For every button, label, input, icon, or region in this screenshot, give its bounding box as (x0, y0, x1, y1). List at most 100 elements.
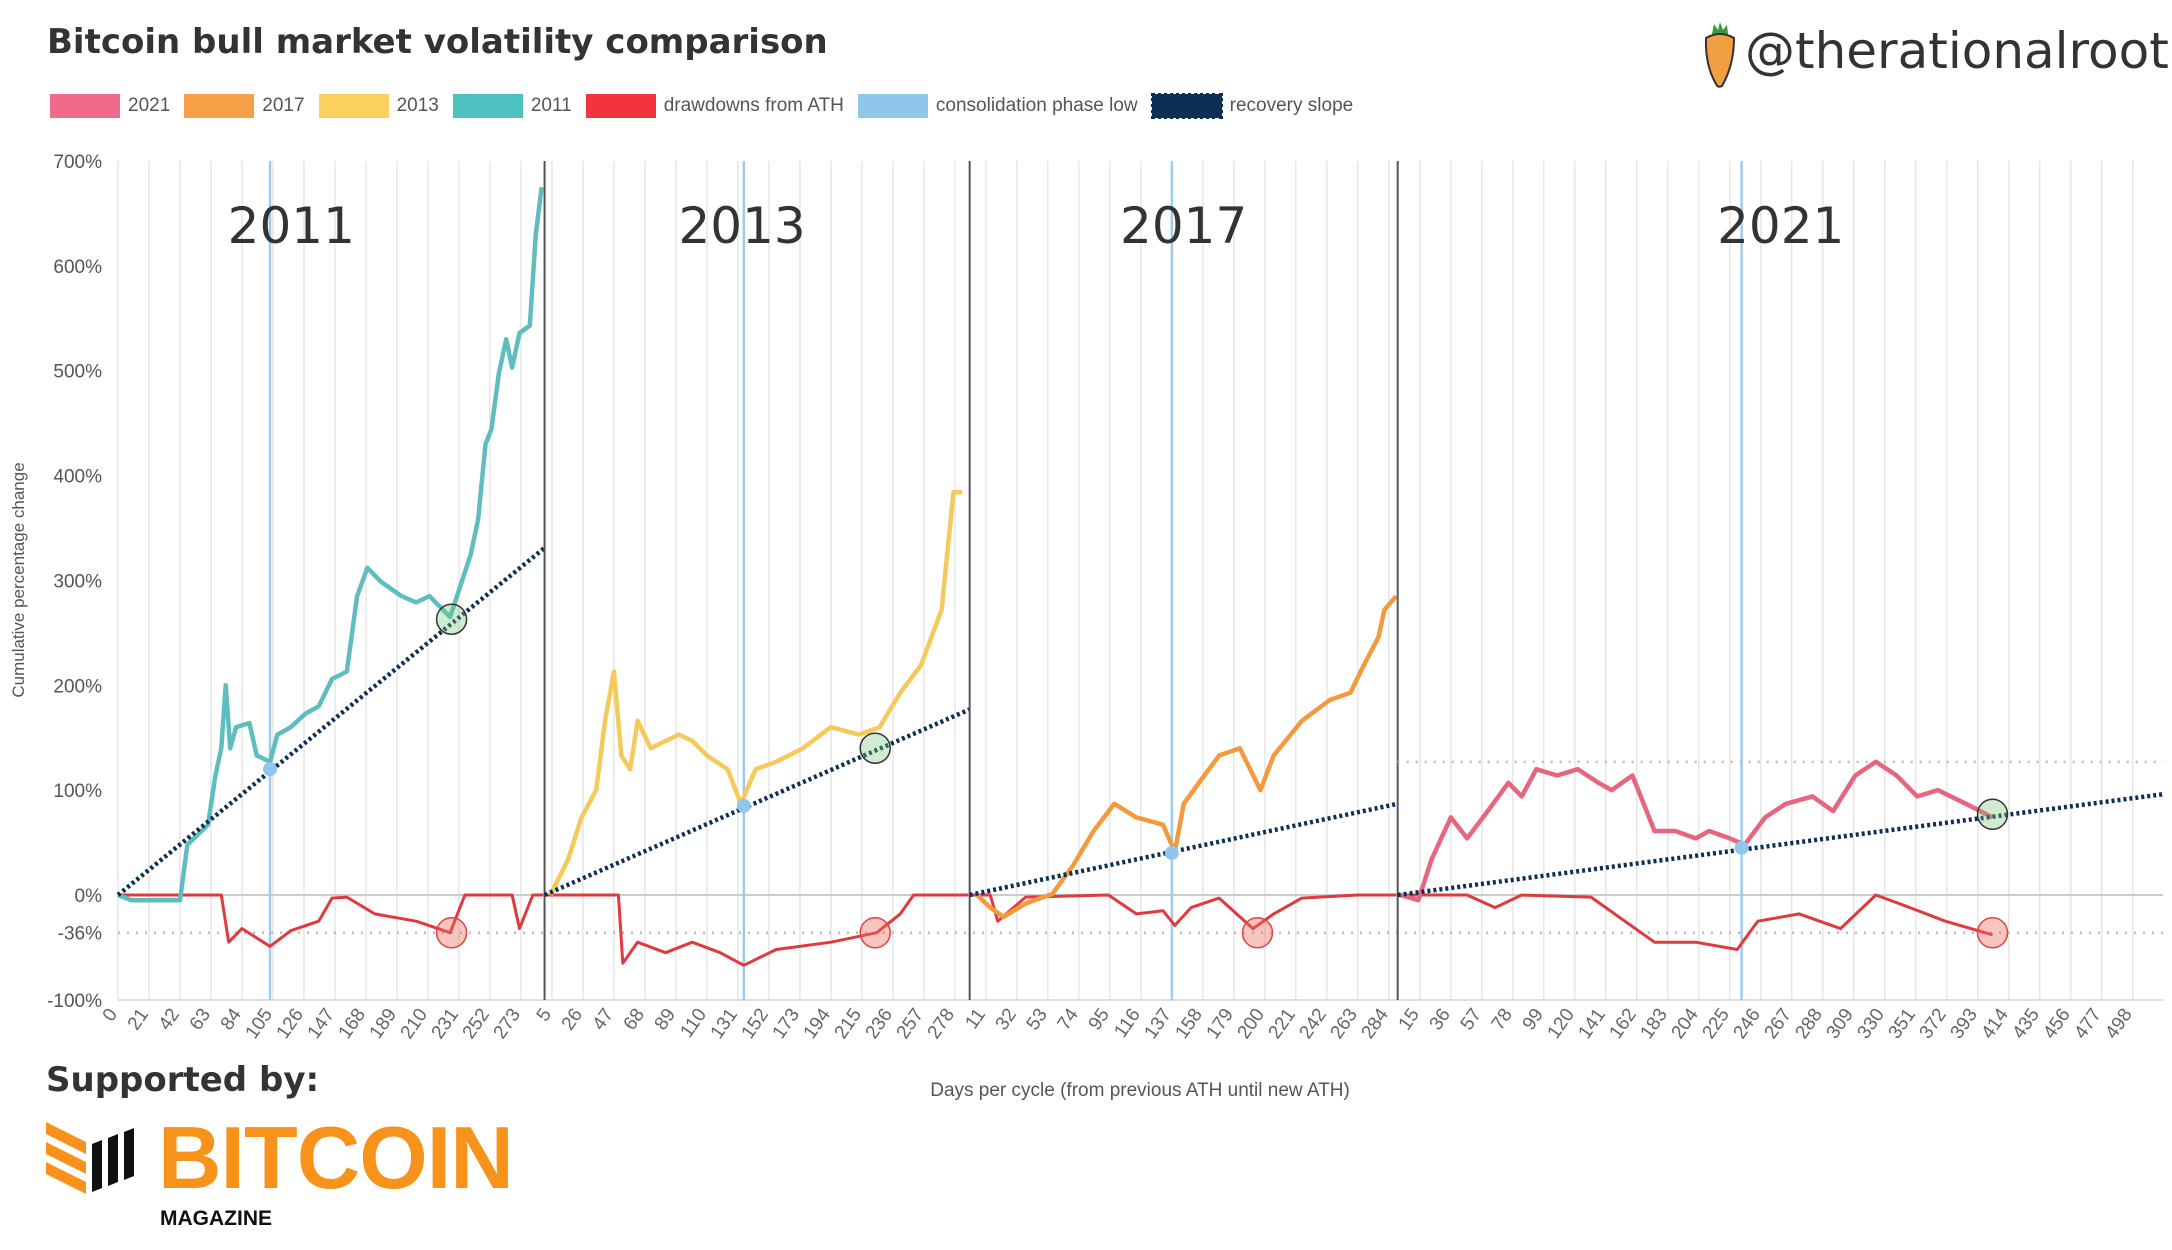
legend-label: 2013 (396, 95, 439, 116)
legend-item[interactable]: recovery slope (1150, 93, 1354, 119)
x-tick-label: 179 (1203, 1005, 1238, 1043)
y-tick-label: 500% (53, 362, 102, 383)
y-tick-label: -36% (58, 924, 102, 945)
price-line-2017 (975, 594, 1398, 920)
bitcoin-magazine-logo-icon (46, 1122, 134, 1194)
legend-label: drawdowns from ATH (663, 95, 844, 116)
legend-swatch (1150, 93, 1223, 119)
x-tick-label: 278 (924, 1005, 959, 1043)
x-tick-label: 120 (1544, 1005, 1579, 1043)
consolidation-point (1734, 840, 1749, 855)
legend-label: consolidation phase low (935, 95, 1138, 116)
x-tick-label: 236 (862, 1005, 897, 1043)
recovery-marker (435, 603, 468, 635)
bitcoin-magazine-logo-subtext: MAGAZINE (160, 1207, 272, 1230)
x-tick-label: 204 (1668, 1004, 1704, 1042)
price-line-2021 (1399, 759, 1994, 903)
x-tick-label: 36 (1426, 1005, 1455, 1034)
x-tick-label: 26 (558, 1005, 587, 1034)
x-tick-label: 21 (124, 1005, 153, 1034)
legend-item[interactable]: 2021 (50, 94, 170, 118)
drawdown-marker (1976, 916, 2009, 949)
consolidation-point (736, 798, 751, 813)
x-tick-label: 267 (1760, 1005, 1795, 1043)
x-tick-label: 231 (428, 1005, 463, 1043)
x-tick-label: 252 (459, 1005, 494, 1043)
x-tick-label: 105 (242, 1005, 277, 1043)
drawdown-line-2013 (544, 893, 969, 967)
x-tick-label: 263 (1327, 1005, 1362, 1043)
x-tick-label: 225 (1699, 1005, 1734, 1043)
x-tick-label: 141 (1575, 1005, 1610, 1043)
y-axis-title: Cumulative percentage change (9, 462, 28, 697)
x-tick-label: 309 (1822, 1005, 1857, 1043)
x-tick-label: 168 (335, 1005, 370, 1043)
cycle-year-label: 2021 (1717, 197, 1844, 255)
recovery-slope-2011 (116, 546, 546, 897)
drawdown-marker (859, 916, 891, 949)
x-tick-label: 74 (1054, 1004, 1084, 1034)
legend-swatch (184, 94, 255, 118)
recovery-marker (1976, 798, 2009, 831)
drawdown-line-2021 (1397, 893, 1993, 951)
x-tick-label: 131 (707, 1005, 742, 1043)
y-tick-label: 200% (53, 676, 102, 697)
x-tick-label: 173 (769, 1005, 804, 1043)
x-tick-label: 0 (99, 1005, 122, 1026)
y-tick-label: 300% (53, 571, 102, 592)
author-handle: @therationalroot (1745, 22, 2169, 80)
chart-title: Bitcoin bull market volatility compariso… (47, 22, 828, 62)
x-tick-label: 215 (831, 1005, 866, 1043)
legend-swatch (857, 94, 928, 118)
drawdown-marker (1241, 916, 1274, 949)
drawdown-marker (435, 916, 468, 949)
x-tick-label: 116 (1110, 1005, 1145, 1042)
x-tick-label: 183 (1637, 1005, 1672, 1043)
x-tick-label: 414 (1977, 1004, 2013, 1042)
x-tick-label: 32 (992, 1005, 1021, 1034)
x-axis-title: Days per cycle (from previous ATH until … (930, 1080, 1350, 1101)
cycle-year-label: 2011 (228, 197, 355, 255)
legend-item[interactable]: 2011 (452, 94, 572, 118)
legend-label: 2021 (128, 95, 171, 116)
legend-item[interactable]: 2013 (318, 94, 439, 118)
legend-label: recovery slope (1229, 95, 1354, 116)
x-tick-label: 78 (1488, 1005, 1517, 1034)
x-tick-label: 5 (533, 1005, 556, 1026)
consolidation-point (263, 762, 278, 777)
y-tick-label: 100% (53, 781, 102, 802)
x-tick-label: 330 (1853, 1005, 1888, 1043)
legend-label: 2017 (262, 95, 305, 116)
cycle-year-label: 2013 (678, 197, 805, 255)
legend-label: 2011 (530, 95, 572, 116)
consolidation-point (1164, 846, 1179, 861)
y-tick-label: 600% (53, 257, 102, 278)
cycle-year-label: 2017 (1120, 197, 1247, 255)
carrot-icon (1704, 22, 1736, 88)
x-tick-label: 68 (620, 1005, 649, 1034)
supported-by-label: Supported by: (46, 1060, 320, 1100)
x-tick-label: 47 (589, 1005, 618, 1034)
price-line-2013 (548, 490, 963, 896)
drawdown-line-2011 (118, 893, 544, 948)
x-tick-label: 393 (1946, 1005, 1981, 1043)
legend-item[interactable]: consolidation phase low (857, 94, 1138, 118)
x-tick-label: 477 (2070, 1005, 2105, 1043)
legend-item[interactable]: 2017 (184, 94, 305, 118)
legend-swatch (50, 94, 120, 118)
x-tick-label: 110 (676, 1005, 711, 1042)
legend-swatch (318, 94, 389, 118)
legend-item[interactable]: drawdowns from ATH (585, 94, 844, 118)
x-tick-label: 288 (1791, 1005, 1826, 1043)
x-tick-label: 257 (893, 1005, 928, 1043)
legend-swatch (452, 94, 523, 118)
x-tick-label: 242 (1296, 1005, 1331, 1043)
x-tick-label: 15 (1395, 1005, 1424, 1034)
x-tick-label: 435 (2008, 1005, 2043, 1043)
recovery-slope-2013 (543, 707, 971, 898)
x-tick-label: 11 (961, 1005, 990, 1033)
bitcoin-magazine-logo-text: BITCOIN (158, 1108, 514, 1207)
price-line-2011 (117, 186, 544, 903)
x-tick-label: 42 (155, 1005, 184, 1034)
